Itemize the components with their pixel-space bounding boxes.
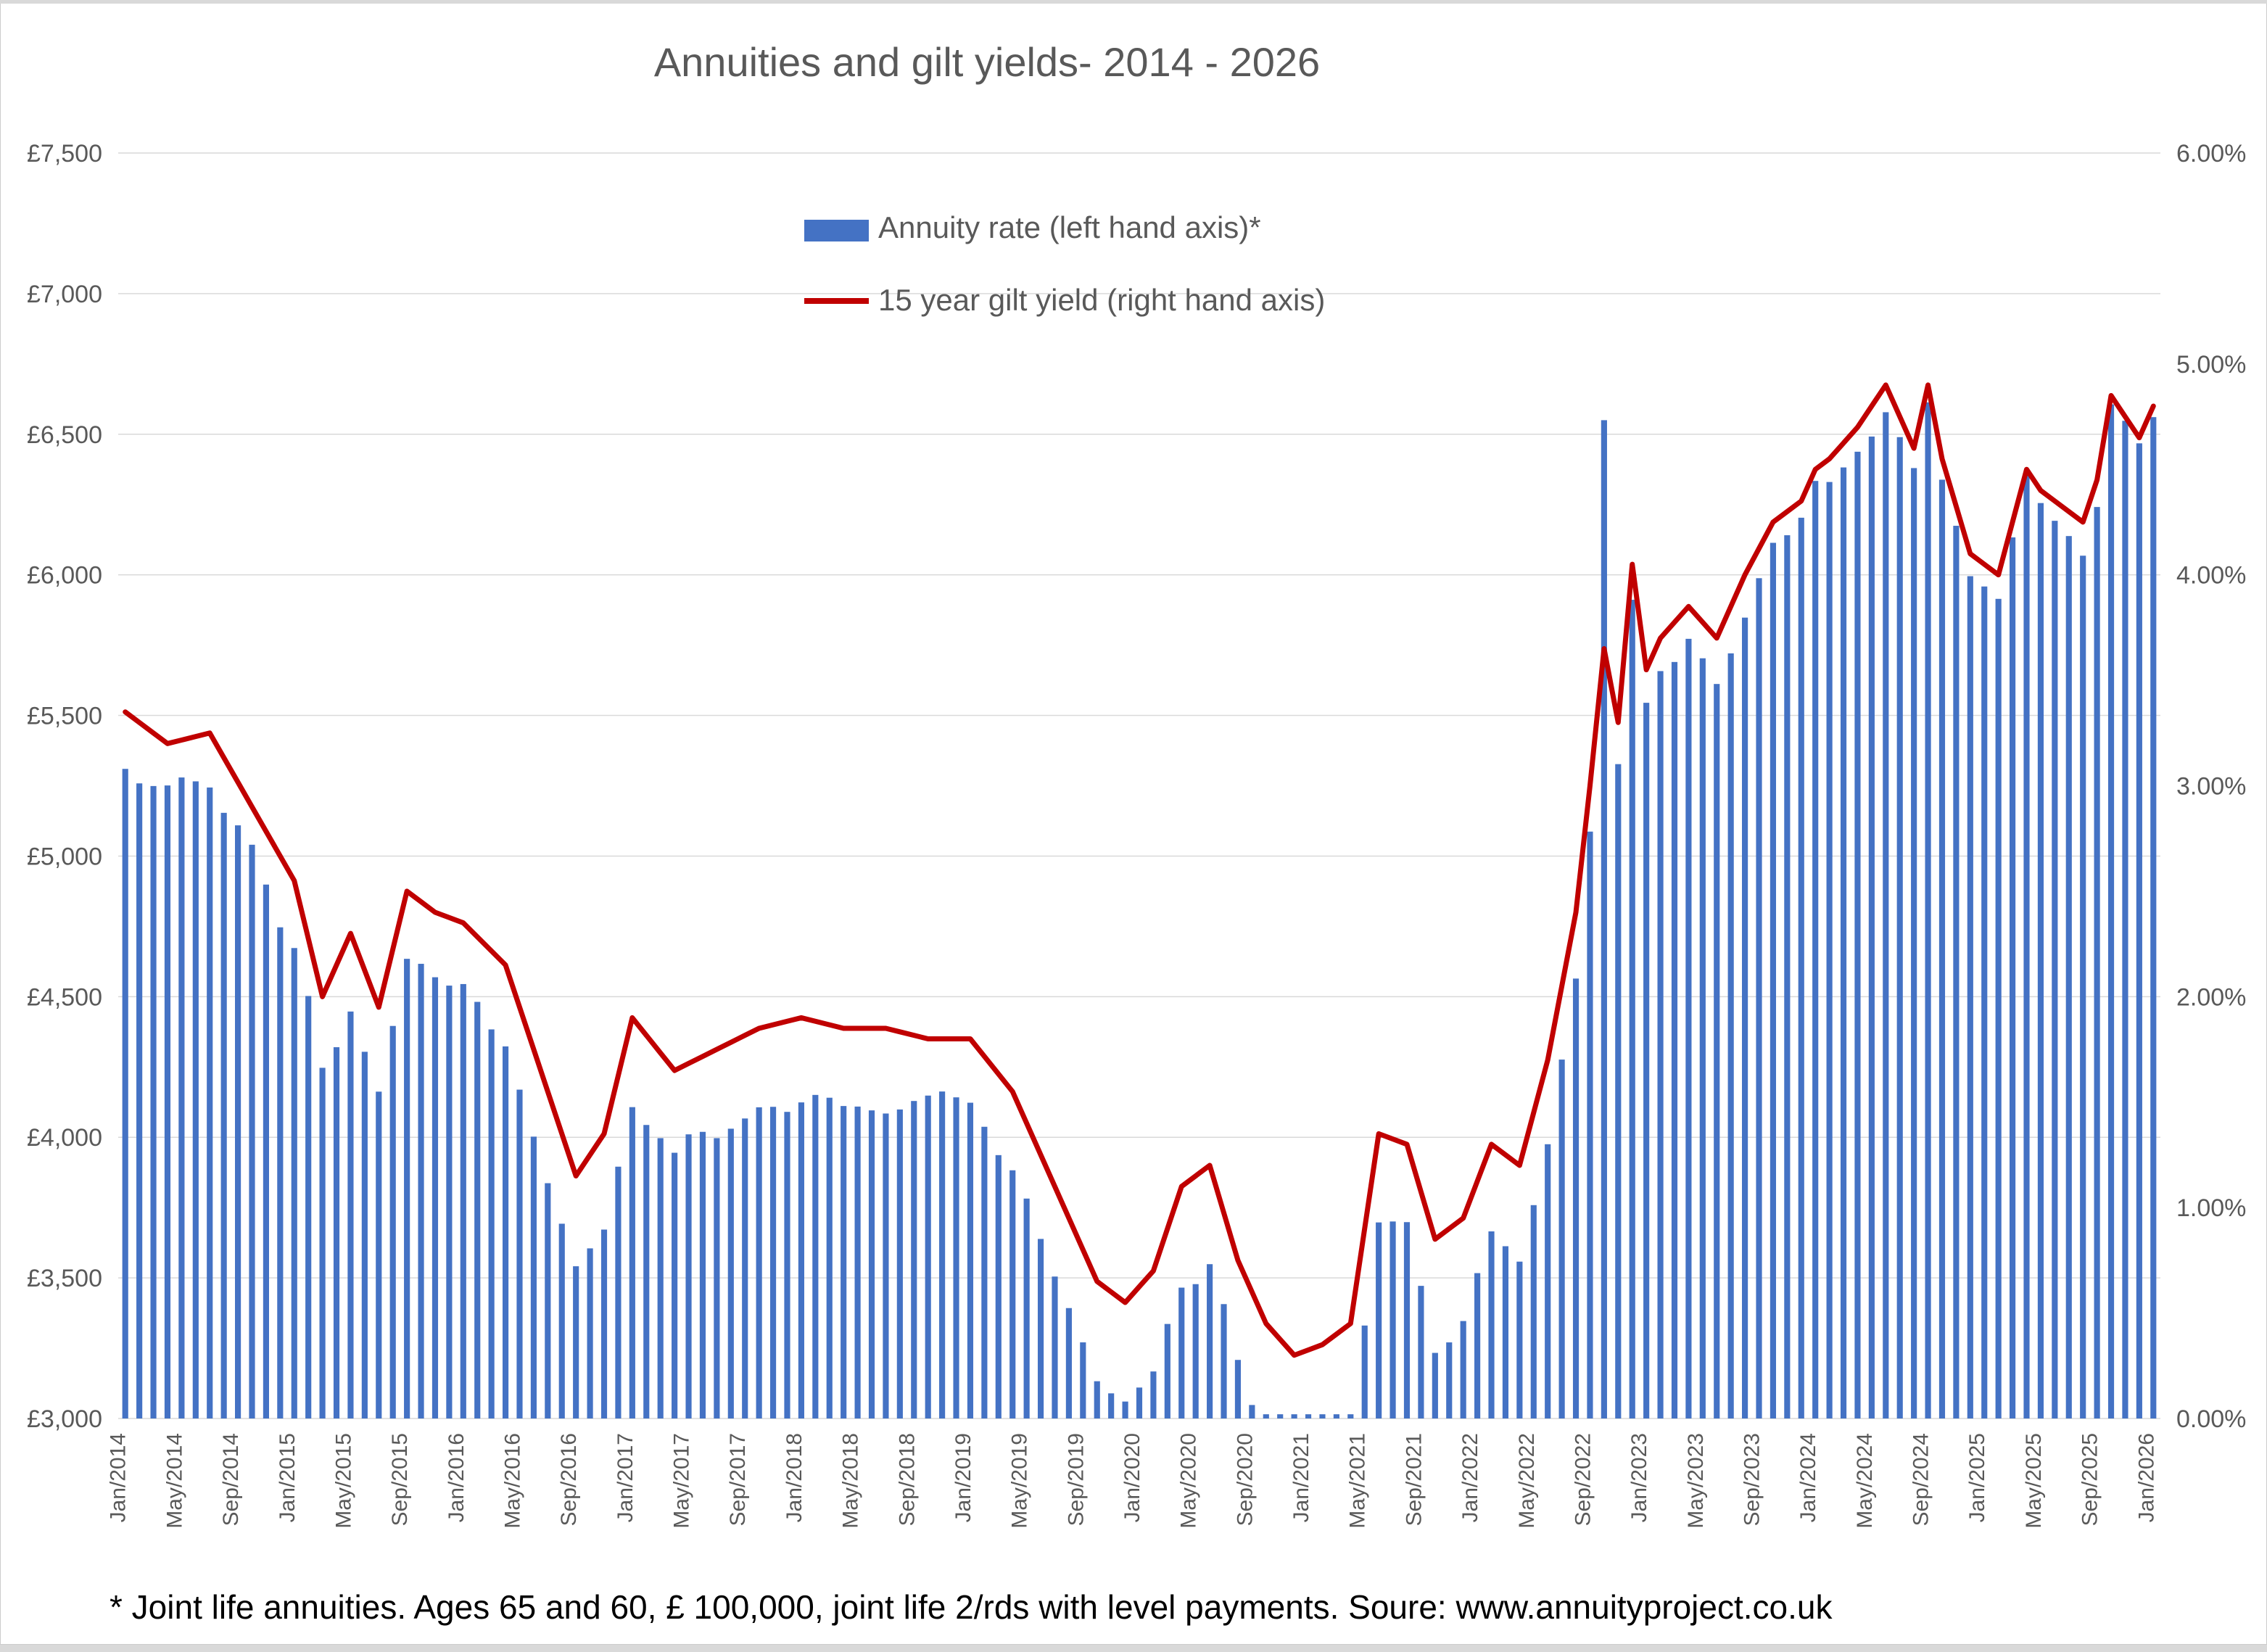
- svg-text:Sep/2019: Sep/2019: [1064, 1433, 1088, 1526]
- svg-text:1.00%: 1.00%: [2176, 1194, 2246, 1222]
- svg-text:Sep/2020: Sep/2020: [1233, 1433, 1257, 1526]
- svg-text:Jan/2019: Jan/2019: [951, 1433, 975, 1522]
- svg-text:Sep/2016: Sep/2016: [557, 1433, 581, 1526]
- svg-text:Jan/2024: Jan/2024: [1796, 1433, 1820, 1522]
- svg-text:£3,500: £3,500: [27, 1265, 102, 1292]
- svg-text:0.00%: 0.00%: [2176, 1405, 2246, 1433]
- svg-text:May/2015: May/2015: [331, 1433, 355, 1529]
- svg-text:May/2022: May/2022: [1515, 1433, 1539, 1529]
- svg-text:May/2014: May/2014: [162, 1433, 186, 1529]
- svg-text:Jan/2018: Jan/2018: [782, 1433, 806, 1522]
- svg-text:Sep/2021: Sep/2021: [1402, 1433, 1426, 1526]
- svg-text:May/2020: May/2020: [1177, 1433, 1201, 1529]
- svg-text:Sep/2025: Sep/2025: [2078, 1433, 2102, 1526]
- svg-text:May/2021: May/2021: [1346, 1433, 1370, 1529]
- svg-text:Jan/2014: Jan/2014: [107, 1433, 131, 1522]
- svg-text:May/2017: May/2017: [670, 1433, 694, 1529]
- svg-text:£4,500: £4,500: [27, 983, 102, 1011]
- svg-text:May/2019: May/2019: [1008, 1433, 1032, 1529]
- svg-text:Sep/2022: Sep/2022: [1571, 1433, 1595, 1526]
- svg-text:Annuity rate (left hand axis)*: Annuity rate (left hand axis)*: [878, 210, 1261, 244]
- svg-text:Jan/2017: Jan/2017: [614, 1433, 637, 1522]
- svg-text:Jan/2020: Jan/2020: [1120, 1433, 1144, 1522]
- svg-text:Sep/2023: Sep/2023: [1740, 1433, 1764, 1526]
- svg-text:5.00%: 5.00%: [2176, 351, 2246, 379]
- svg-text:3.00%: 3.00%: [2176, 773, 2246, 801]
- svg-text:May/2025: May/2025: [2022, 1433, 2046, 1529]
- svg-text:£5,500: £5,500: [27, 703, 102, 730]
- svg-text:£7,000: £7,000: [27, 281, 102, 308]
- svg-text:£5,000: £5,000: [27, 843, 102, 870]
- svg-text:Jan/2021: Jan/2021: [1289, 1433, 1313, 1522]
- svg-text:May/2023: May/2023: [1684, 1433, 1708, 1529]
- svg-text:2.00%: 2.00%: [2176, 983, 2246, 1011]
- svg-text:6.00%: 6.00%: [2176, 140, 2246, 168]
- svg-text:May/2018: May/2018: [839, 1433, 863, 1529]
- svg-text:Sep/2018: Sep/2018: [895, 1433, 919, 1526]
- svg-text:£3,000: £3,000: [27, 1405, 102, 1433]
- svg-text:Sep/2015: Sep/2015: [388, 1433, 412, 1526]
- svg-text:£6,500: £6,500: [27, 421, 102, 449]
- svg-text:May/2016: May/2016: [500, 1433, 524, 1529]
- svg-text:£4,000: £4,000: [27, 1124, 102, 1152]
- svg-text:15 year gilt yield (right hand: 15 year gilt yield (right hand axis): [878, 283, 1325, 317]
- svg-text:Sep/2014: Sep/2014: [219, 1433, 243, 1526]
- svg-text:Jan/2025: Jan/2025: [1965, 1433, 1989, 1522]
- svg-text:4.00%: 4.00%: [2176, 562, 2246, 590]
- svg-text:Jan/2015: Jan/2015: [276, 1433, 300, 1522]
- svg-text:£7,500: £7,500: [27, 140, 102, 168]
- svg-text:May/2024: May/2024: [1853, 1433, 1877, 1529]
- svg-text:Sep/2024: Sep/2024: [1909, 1433, 1933, 1526]
- svg-text:£6,000: £6,000: [27, 562, 102, 590]
- svg-text:Jan/2022: Jan/2022: [1458, 1433, 1482, 1522]
- svg-text:Jan/2026: Jan/2026: [2134, 1433, 2158, 1522]
- svg-text:Sep/2017: Sep/2017: [726, 1433, 750, 1526]
- svg-text:Jan/2016: Jan/2016: [445, 1433, 468, 1522]
- svg-text:Jan/2023: Jan/2023: [1627, 1433, 1651, 1522]
